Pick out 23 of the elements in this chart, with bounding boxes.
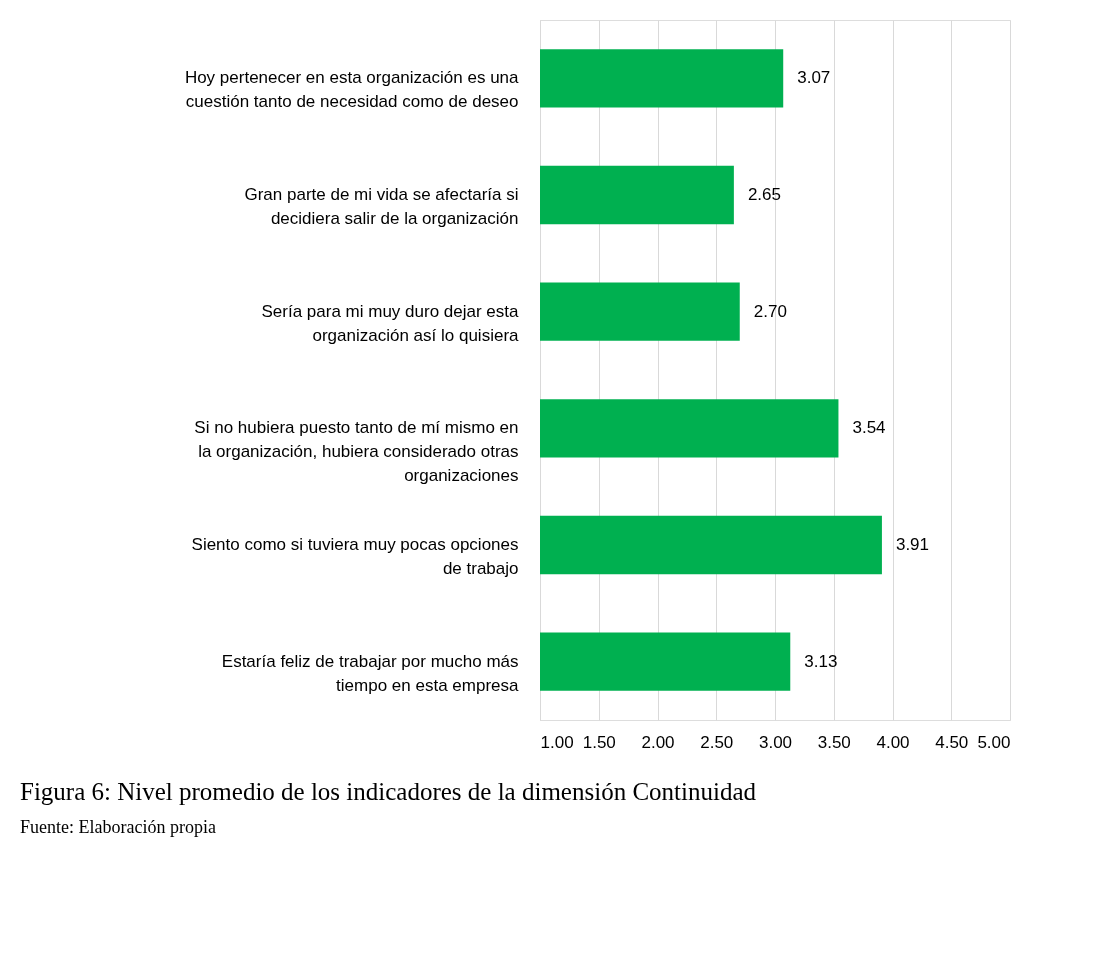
source-note: Fuente: Elaboración propia [20, 817, 216, 837]
y-tick-label: Hoy pertenecer en esta organización es una cuestión tanto de necesidad como de deseo [184, 68, 520, 112]
data-label: 2.65 [747, 185, 781, 204]
text: Figura 6: Nivel promedio de los indicadores de la dimensión Continuidad [20, 778, 757, 805]
y-tick-label: Sería para mi muy duro dejar esta organización así lo quisiera [261, 301, 520, 345]
x-tick-label: 2.50 [700, 732, 734, 752]
y-tick-label: Estaría feliz de trabajar por mucho más tiempo en esta empresa [221, 651, 520, 695]
data-label: 3.07 [797, 68, 831, 88]
data-label: 2.70 [753, 301, 787, 321]
x-tick-label: 1.00 [540, 732, 574, 752]
data-label: 3.54 [852, 418, 886, 438]
y-tick-label: Siento como si tuviera muy pocas opciones de trabajo [191, 535, 519, 578]
y-tick-label: Si no hubiera puesto tanto de mí mismo en la organización, hubiera considerado otras organizaciones [194, 418, 519, 486]
x-tick-label: 5.00 [977, 732, 1011, 752]
x-tick-label: 3.00 [758, 732, 793, 752]
x-tick-label: 4.50 [935, 732, 969, 752]
y-tick-label: Gran parte de mi vida se afectaría si decidiera salir de la organización [244, 185, 519, 228]
x-tick-label: 4.00 [876, 732, 910, 752]
x-tick-label: 2.00 [641, 732, 675, 752]
x-tick-label: 3.50 [817, 732, 851, 752]
data-label: 3.13 [804, 651, 838, 671]
data-label: 3.91 [895, 535, 930, 554]
x-tick-label: 1.50 [582, 732, 616, 752]
